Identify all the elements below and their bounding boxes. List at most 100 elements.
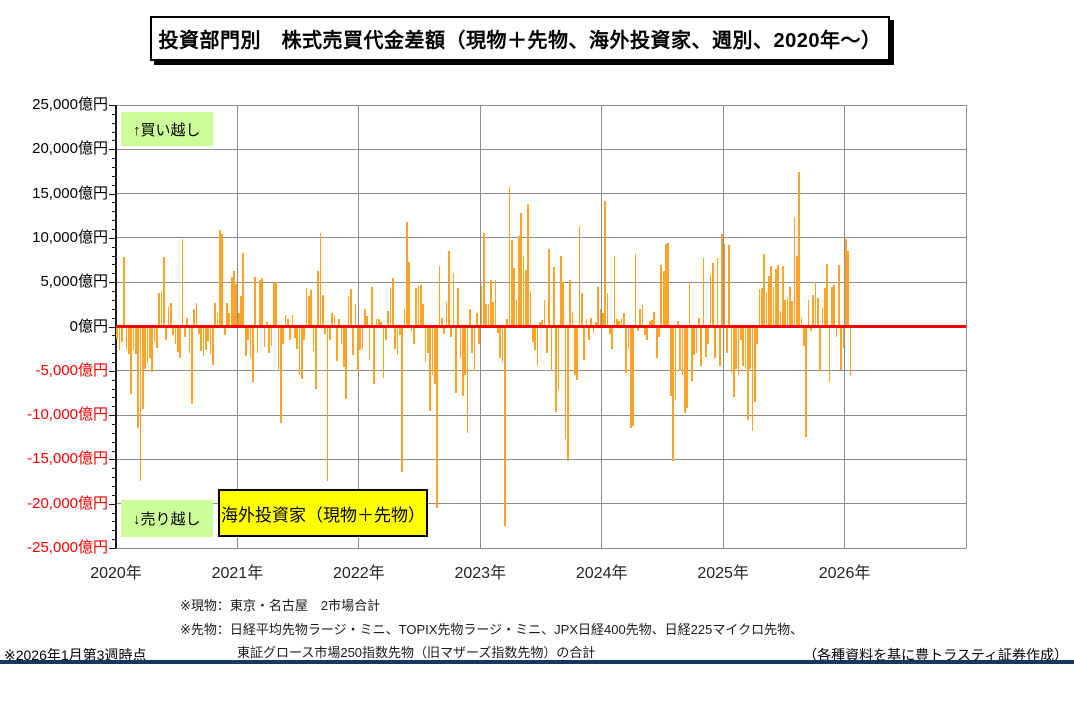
bar — [746, 326, 749, 421]
y-minor-tick — [112, 353, 116, 355]
bar — [695, 326, 698, 354]
bar — [254, 276, 256, 327]
bar — [697, 317, 700, 327]
y-minor-tick — [112, 477, 116, 479]
y-axis-label: 25,000億円 — [32, 96, 108, 113]
bar — [338, 318, 340, 327]
bar — [541, 320, 544, 327]
bar — [739, 326, 742, 340]
bar — [303, 326, 305, 340]
bar — [272, 283, 275, 327]
bar — [314, 326, 317, 389]
y-minor-tick — [112, 184, 116, 186]
bar — [802, 326, 805, 346]
bar — [216, 313, 219, 327]
y-minor-tick — [112, 379, 116, 381]
bar — [249, 326, 252, 358]
bar — [805, 326, 807, 438]
bar — [847, 251, 849, 327]
bar — [149, 326, 151, 358]
bar — [483, 232, 485, 327]
y-minor-tick — [112, 512, 116, 514]
bar — [457, 288, 460, 327]
bar — [585, 319, 588, 327]
bar — [518, 236, 520, 327]
bar — [130, 326, 133, 394]
net-selling-annotation: ↓売り越し — [121, 500, 213, 537]
bar — [433, 326, 436, 385]
bar — [581, 292, 583, 327]
bar — [753, 326, 756, 402]
bar — [826, 264, 828, 327]
y-axis-label: -10,000億円 — [27, 406, 108, 424]
bar — [536, 326, 539, 367]
y-minor-tick — [112, 158, 116, 160]
bar — [156, 326, 158, 348]
bar — [405, 221, 408, 327]
bar — [788, 286, 791, 327]
h-gridline — [116, 503, 966, 505]
bar — [349, 289, 352, 327]
y-major-tick — [109, 415, 116, 417]
bar — [415, 287, 417, 327]
bar — [662, 270, 665, 327]
y-minor-tick — [112, 140, 116, 142]
y-minor-tick — [112, 423, 116, 425]
bar — [219, 229, 221, 327]
footnote-futures-2: 東証グロース市場250指数先物（旧マザーズ指数先物）の合計 — [237, 645, 596, 660]
bar — [167, 307, 170, 327]
bar — [725, 326, 728, 354]
bar — [616, 318, 618, 327]
bar — [298, 326, 301, 376]
y-minor-tick — [112, 229, 116, 231]
bar — [625, 326, 628, 374]
bar — [590, 317, 593, 327]
series-label-box: 海外投資家（現物＋先物） — [218, 489, 428, 537]
bar — [849, 326, 852, 377]
bar — [816, 298, 819, 327]
bar — [279, 326, 282, 424]
bar — [237, 313, 240, 327]
bar — [221, 234, 224, 327]
y-minor-tick — [112, 432, 116, 434]
plot-area — [109, 104, 967, 549]
bar — [459, 326, 462, 358]
bar — [205, 326, 207, 350]
y-minor-tick — [112, 220, 116, 222]
bar — [840, 326, 842, 370]
bar — [592, 326, 595, 333]
bar — [744, 326, 747, 370]
bar — [275, 282, 277, 327]
bar — [714, 326, 716, 358]
footnote-futures-1: ※先物：日経平均先物ラージ・ミニ、TOPIX先物ラージ・ミニ、JPX日経400先… — [180, 622, 804, 637]
y-minor-tick — [112, 485, 116, 487]
bar — [639, 308, 642, 327]
bar — [464, 326, 467, 376]
bar — [251, 326, 254, 383]
bar — [223, 326, 226, 336]
y-minor-tick — [112, 113, 116, 115]
y-major-tick — [109, 193, 116, 195]
bar — [389, 286, 392, 327]
bar — [207, 326, 210, 341]
bar — [655, 326, 658, 358]
bar — [667, 243, 670, 327]
bar — [704, 326, 707, 357]
bar — [261, 277, 263, 327]
bar — [396, 326, 399, 355]
bar — [426, 326, 429, 354]
x-axis-label: 2024年 — [575, 565, 628, 582]
bar — [144, 326, 147, 370]
bar — [317, 270, 319, 327]
bar — [128, 326, 130, 354]
bar — [462, 326, 464, 396]
bar — [370, 286, 373, 327]
h-gridline — [116, 458, 966, 460]
bar — [749, 326, 751, 370]
bar — [398, 326, 401, 336]
bar — [758, 289, 761, 327]
bar — [686, 326, 688, 408]
bar — [683, 326, 686, 414]
bar — [184, 326, 186, 338]
bar — [814, 282, 817, 327]
